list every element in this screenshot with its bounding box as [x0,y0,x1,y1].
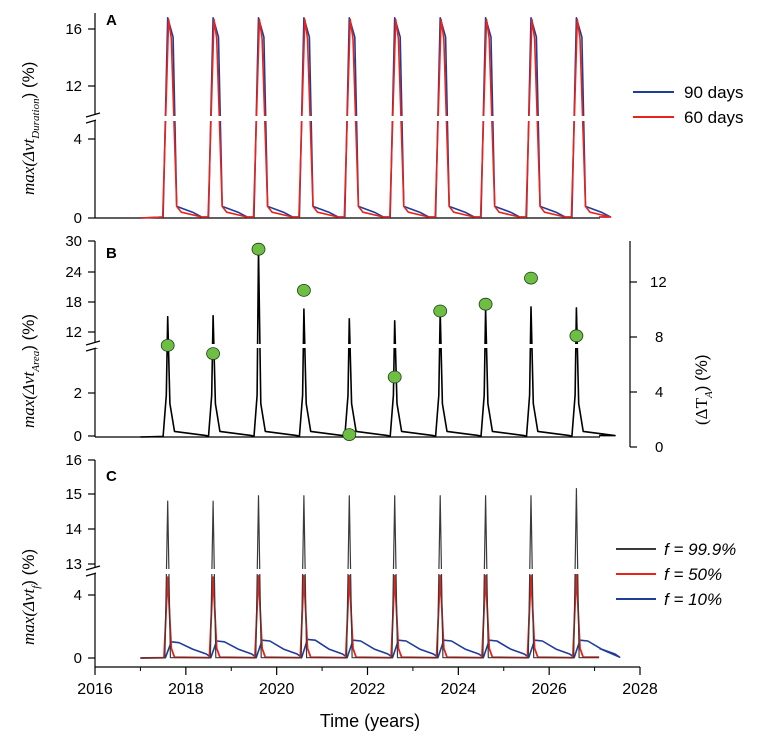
panel-c-ytick-15: 15 [65,486,82,503]
panel-a-label: A [106,12,117,29]
panel-b-ytick-24: 24 [65,264,82,281]
line-f-50 [140,573,600,659]
x-tick-label: 2020 [259,681,295,698]
line-max-dvt-area [140,249,616,438]
panel-a-ytick-0: 0 [74,210,82,227]
panel-b-ytick-18: 18 [65,294,82,311]
panel-b-ytick-2: 2 [74,385,82,402]
panel-a-ytick-4: 4 [74,131,82,148]
legend-f10: f = 10% [664,590,722,609]
scatter-point [478,297,493,311]
panel-a-legend: 90 days 60 days [633,83,744,127]
panel-c-ylabel: max(Δvtf) (%) [19,549,42,645]
panel-b-y2tick-4: 4 [655,384,663,401]
scatter-point [569,329,584,343]
panel-b-label: B [106,245,117,262]
panel-a-ylabel: max(ΔvtDuration) (%) [19,62,42,195]
scatter-point [387,370,402,384]
scatter-point [296,283,311,297]
panel-c: C 16 15 14 13 4 0 2016 2018 2020 2022 2024 20… [19,452,736,731]
line-f-10 [140,638,621,659]
panel-c-ytick-4: 4 [74,587,82,604]
panel-c-legend: f = 99.9% f = 50% f = 10% [616,540,736,609]
panel-c-ytick-16: 16 [65,452,82,469]
x-axis-label: Time (years) [320,711,420,731]
panel-a-ytick-16: 16 [65,21,82,38]
panel-a-ytick-12: 12 [65,78,82,95]
x-tick-label: 2028 [622,681,658,698]
panel-b: B 30 24 18 12 2 0 12 8 4 0 [19,233,715,456]
legend-90-days: 90 days [684,83,744,102]
panel-b-ytick-12: 12 [65,324,82,341]
x-tick-label: 2026 [531,681,567,698]
panel-b-break-gap [96,344,606,348]
panel-a-break-gap [96,116,606,121]
x-tick-label: 2022 [350,681,386,698]
panel-b-y2tick-0: 0 [655,439,663,456]
panel-b-y2label: (ΔTA) (%) [692,354,715,425]
panel-b-lines [140,249,616,438]
panel-c-lines [140,488,621,659]
x-axis-ticks: 2016 2018 2020 2022 2024 2026 2028 [77,667,658,698]
scatter-point [433,304,448,318]
legend-60-days: 60 days [684,108,744,127]
panel-a-lines [140,17,612,219]
panel-c-label: C [106,468,117,485]
x-tick-label: 2016 [77,681,113,698]
panel-b-ytick-30: 30 [65,233,82,250]
panel-b-ylabel: max(ΔvtArea) (%) [19,314,42,428]
panel-c-ytick-14: 14 [65,521,82,538]
scatter-point [342,428,357,442]
panel-b-ytick-0: 0 [74,428,82,445]
legend-f999: f = 99.9% [664,540,736,559]
x-tick-label: 2024 [441,681,477,698]
panel-b-scatter [160,242,584,442]
panel-b-y2tick-8: 8 [655,329,663,346]
panel-c-break-gap [96,569,606,574]
x-tick-label: 2018 [168,681,204,698]
scatter-point [251,242,266,256]
line-60-days [140,18,612,219]
panel-c-ytick-0: 0 [74,650,82,667]
scatter-point [206,347,221,361]
scatter-point [160,338,175,352]
panel-b-y2tick-12: 12 [650,274,667,291]
panel-a: A 16 12 4 0 max(ΔvtDuration) (%) 90 days… [19,12,744,227]
legend-f50: f = 50% [664,565,722,584]
panel-c-ytick-13: 13 [65,556,82,573]
scatter-point [524,271,538,285]
line-f-99-9 [140,488,600,659]
